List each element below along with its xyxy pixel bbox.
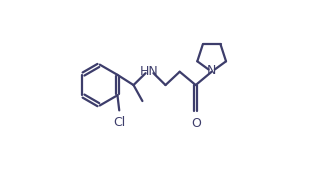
- Text: HN: HN: [140, 65, 159, 78]
- Text: N: N: [207, 64, 216, 77]
- Text: Cl: Cl: [113, 116, 125, 129]
- Text: O: O: [192, 117, 202, 130]
